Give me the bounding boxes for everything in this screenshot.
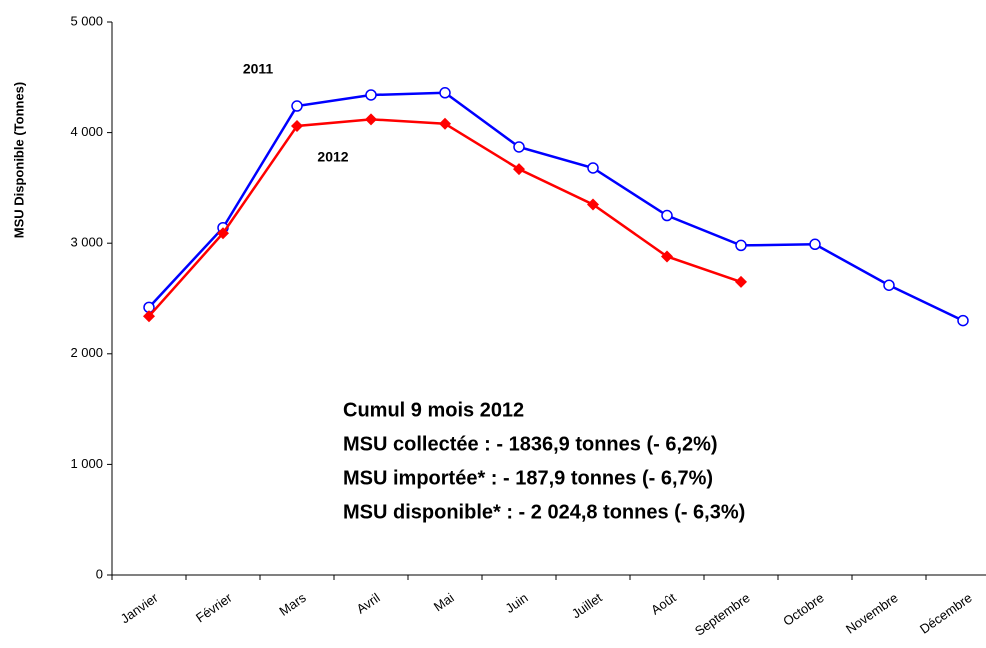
annotation: MSU disponible* : - 2 024,8 tonnes (- 6,… (343, 501, 745, 523)
y-tick-label: 4 000 (70, 124, 103, 139)
point (143, 310, 155, 323)
point (365, 113, 377, 126)
point (587, 198, 599, 211)
y-tick-label: 0 (96, 566, 103, 581)
x-tick-label: Février (193, 590, 235, 626)
point (661, 209, 673, 222)
series-line (148, 91, 964, 322)
y-tick-label: 5 000 (70, 13, 103, 28)
point (661, 250, 673, 263)
x-tick-label: Mai (431, 590, 457, 614)
annotation: MSU collectée : - 1836,9 tonnes (- 6,2%) (343, 433, 718, 455)
annotation: Cumul 9 mois 2012 (343, 399, 524, 421)
x-tick-label: Juillet (569, 590, 605, 622)
point (735, 275, 747, 288)
x-tick-label: Août (648, 590, 679, 618)
point (883, 279, 895, 291)
annotation: MSU importée* : - 187,9 tonnes (- 6,7%) (343, 467, 713, 489)
x-tick-label: Décembre (917, 590, 975, 637)
point (587, 162, 599, 174)
x-tick-label: Avril (354, 590, 383, 617)
series-label: 2012 (317, 149, 348, 165)
point (809, 238, 821, 251)
annotation-box (330, 392, 875, 532)
point (513, 141, 525, 153)
y-tick-label: 3 000 (70, 235, 103, 250)
point (439, 117, 451, 130)
point (957, 314, 969, 327)
x-tick-label: Octobre (780, 590, 826, 629)
series-line (148, 118, 742, 318)
x-tick-label: Janvier (118, 590, 161, 627)
y-tick-label: 1 000 (70, 456, 103, 471)
point (439, 87, 451, 99)
series-label: 2011 (243, 61, 274, 77)
x-tick-label: Septembre (692, 590, 753, 639)
x-tick-label: Novembre (843, 590, 901, 637)
point (217, 227, 229, 240)
point (291, 100, 303, 112)
point (735, 239, 747, 252)
x-tick-label: Mars (276, 590, 309, 619)
y-axis-label: MSU Disponible (Tonnes) (11, 82, 26, 238)
y-tick-label: 2 000 (70, 345, 103, 360)
x-tick-label: Juin (503, 590, 531, 616)
point (365, 89, 377, 101)
point (513, 163, 525, 176)
point (291, 119, 303, 132)
